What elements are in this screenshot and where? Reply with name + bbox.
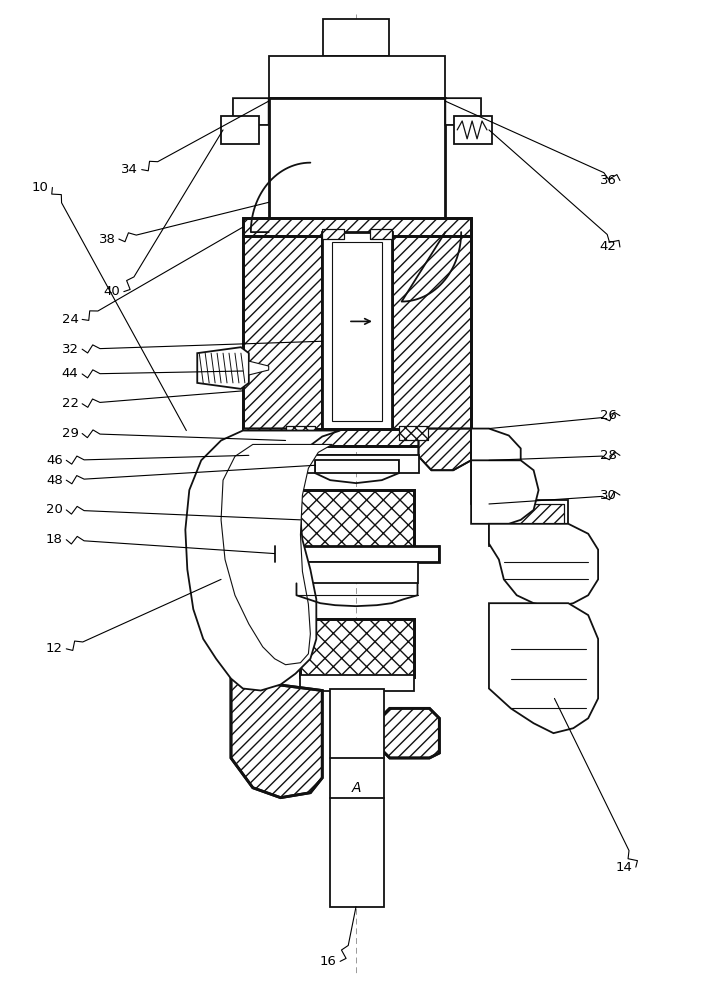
Bar [243, 429, 471, 446]
Text: 18: 18 [46, 533, 63, 546]
Bar [300, 490, 414, 548]
Text: 32: 32 [62, 343, 78, 356]
Bar [399, 426, 429, 440]
Text: 14: 14 [615, 861, 632, 874]
Bar [286, 426, 315, 440]
Bar [489, 500, 568, 546]
Bar [493, 504, 565, 542]
Polygon shape [446, 98, 481, 125]
Polygon shape [185, 431, 340, 691]
Polygon shape [233, 98, 269, 125]
Polygon shape [221, 444, 332, 665]
Polygon shape [471, 429, 520, 504]
Text: 16: 16 [320, 955, 337, 968]
Text: 44: 44 [62, 367, 78, 380]
Text: 36: 36 [600, 174, 617, 187]
Text: 42: 42 [600, 240, 617, 253]
Bar [243, 429, 471, 446]
Bar [454, 116, 492, 144]
Polygon shape [380, 708, 439, 758]
Bar [275, 546, 439, 562]
Bar [243, 232, 322, 431]
Polygon shape [231, 679, 322, 798]
Text: 26: 26 [600, 409, 617, 422]
Text: 22: 22 [62, 397, 78, 410]
Bar [323, 19, 389, 56]
Bar [370, 229, 391, 239]
Polygon shape [489, 603, 598, 733]
Bar [300, 619, 414, 677]
Bar [332, 242, 381, 421]
Bar [269, 98, 446, 232]
Bar [300, 619, 414, 677]
Bar [391, 232, 471, 431]
Bar [391, 232, 471, 431]
Bar [493, 504, 565, 542]
Bar [243, 218, 471, 236]
Polygon shape [419, 429, 471, 470]
Bar [221, 116, 259, 144]
Text: 34: 34 [121, 163, 138, 176]
Bar [315, 455, 399, 473]
Bar [330, 689, 384, 907]
Text: 48: 48 [46, 474, 63, 487]
Text: 40: 40 [103, 285, 120, 298]
Bar [297, 562, 418, 583]
Bar [322, 229, 344, 239]
Polygon shape [249, 361, 269, 375]
Polygon shape [198, 347, 249, 389]
Text: 20: 20 [46, 503, 63, 516]
Polygon shape [489, 524, 598, 607]
Bar [322, 232, 391, 431]
Text: A: A [352, 781, 361, 795]
Text: 12: 12 [46, 642, 63, 655]
Text: 29: 29 [62, 427, 78, 440]
Polygon shape [243, 429, 295, 470]
Polygon shape [471, 460, 538, 524]
Bar [243, 218, 471, 236]
Bar [286, 426, 315, 440]
Bar [322, 229, 344, 239]
Bar [243, 232, 322, 431]
Text: 38: 38 [98, 233, 116, 246]
Bar [370, 229, 391, 239]
Bar [269, 56, 446, 98]
Bar [300, 675, 414, 691]
Text: 30: 30 [600, 489, 617, 502]
Bar [300, 490, 414, 548]
Polygon shape [295, 455, 419, 473]
Text: 24: 24 [62, 313, 78, 326]
Text: 28: 28 [600, 449, 617, 462]
Bar [399, 426, 429, 440]
Text: 46: 46 [46, 454, 63, 467]
Text: 10: 10 [32, 181, 49, 194]
